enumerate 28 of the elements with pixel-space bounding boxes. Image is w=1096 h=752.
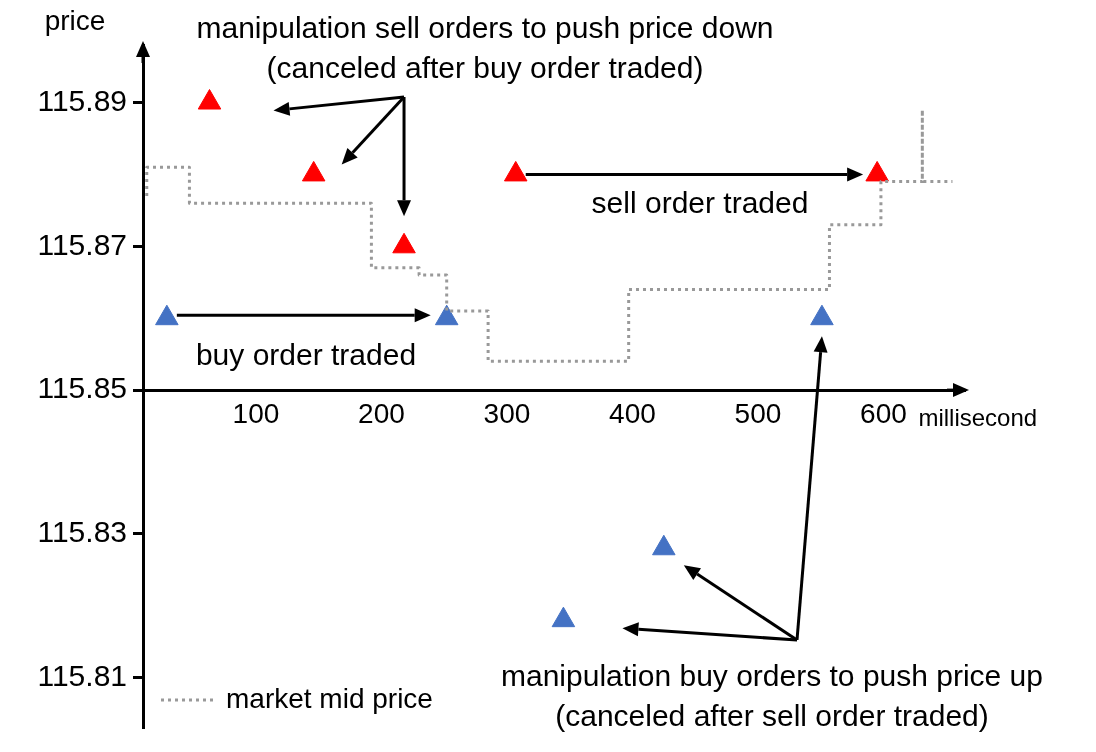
y-tick-label: 115.81 <box>37 658 127 692</box>
annotation: sell order traded <box>591 186 809 220</box>
x-tick-label: 400 <box>609 397 656 429</box>
point <box>392 232 416 254</box>
annotation: manipulation buy orders to push price up (canceled after sell order traded) <box>501 659 1043 733</box>
x-tick-label: 200 <box>358 397 405 429</box>
point <box>503 160 528 182</box>
point <box>865 160 889 182</box>
point <box>652 534 676 556</box>
y-tick-label: 115.87 <box>37 227 127 261</box>
legend-label: market mid price <box>226 682 433 714</box>
x-tick-label: 300 <box>483 397 531 429</box>
point <box>434 304 459 326</box>
point <box>155 304 179 326</box>
point <box>197 89 222 110</box>
annotation: buy order traded <box>195 338 417 372</box>
y-tick-label: 115.85 <box>37 371 127 405</box>
x-tick-label: 600 <box>860 397 907 429</box>
x-tick-label: 100 <box>232 397 280 429</box>
point <box>551 606 576 628</box>
y-tick-label: 115.89 <box>37 83 127 117</box>
point <box>301 160 326 182</box>
x-tick-label: 500 <box>734 397 782 429</box>
x-axis-title: millisecond <box>918 403 1038 431</box>
y-tick-label: 115.83 <box>37 515 127 549</box>
point <box>810 304 834 326</box>
y-axis-title: price <box>44 4 106 36</box>
annotation: manipulation sell orders to push price down (canceled after buy order traded) <box>196 11 774 85</box>
